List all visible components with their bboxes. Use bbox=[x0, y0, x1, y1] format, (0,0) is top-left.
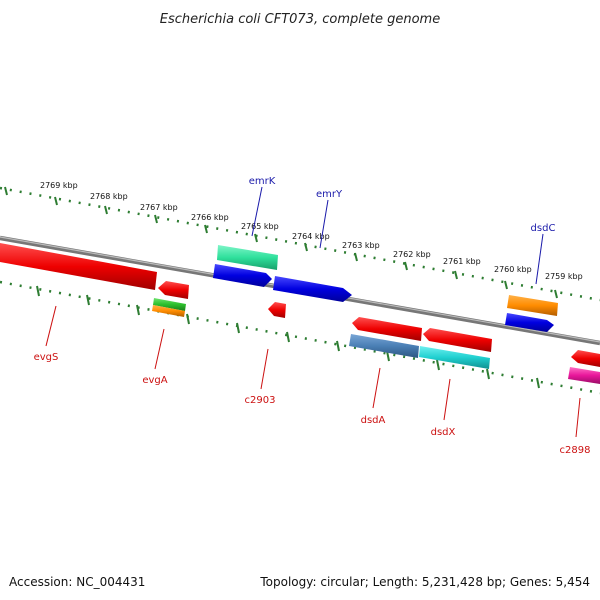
gene-c2901[interactable] bbox=[349, 334, 419, 358]
ruler-tick-label: 2762 kbp bbox=[393, 250, 431, 259]
genome-summary-text: Topology: circular; Length: 5,231,428 bp… bbox=[259, 575, 590, 589]
reverse-gene-labels: evgS evgA c2903 dsdA dsdX c2898 bbox=[34, 305, 591, 456]
reverse-genes bbox=[0, 243, 600, 384]
gene-emrY[interactable] bbox=[213, 264, 272, 287]
gene-c2906[interactable] bbox=[153, 298, 186, 311]
ruler-tick-label: 2761 kbp bbox=[443, 257, 481, 266]
label-dsdC[interactable]: dsdC bbox=[531, 223, 556, 234]
label-emrK[interactable]: emrK bbox=[249, 176, 276, 187]
emrY-leader bbox=[319, 199, 329, 249]
lower-ruler bbox=[0, 280, 600, 395]
gene-c2905[interactable] bbox=[152, 305, 185, 317]
ruler-tick-label: 2766 kbp bbox=[191, 213, 229, 222]
ruler-tick-label: 2767 kbp bbox=[140, 203, 178, 212]
emrK-leader bbox=[251, 186, 263, 237]
dsdC-leader bbox=[535, 233, 544, 285]
forward-genes bbox=[213, 245, 558, 332]
ruler-tick-label: 2765 kbp bbox=[241, 222, 279, 231]
label-dsdX[interactable]: dsdX bbox=[431, 427, 456, 438]
accession-text: Accession: NC_004431 bbox=[9, 575, 145, 589]
upper-ruler-dots bbox=[0, 186, 600, 302]
map-title: Escherichia coli CFT073, complete genome bbox=[160, 12, 440, 27]
c2898-leader bbox=[575, 397, 581, 438]
label-c2903[interactable]: c2903 bbox=[245, 395, 276, 406]
gene-evgA[interactable] bbox=[158, 281, 189, 299]
ruler-tick-label: 2769 kbp bbox=[40, 181, 78, 190]
ruler-tick-label: 2764 kbp bbox=[292, 232, 330, 241]
label-dsdA[interactable]: dsdA bbox=[361, 415, 386, 426]
gene-c2898[interactable] bbox=[568, 367, 600, 384]
label-c2898[interactable]: c2898 bbox=[560, 445, 591, 456]
gene-c2904[interactable] bbox=[273, 276, 352, 302]
ruler-tick-label: 2759 kbp bbox=[545, 272, 583, 281]
gene-evgS[interactable] bbox=[0, 243, 157, 290]
dsdA-leader bbox=[372, 367, 381, 409]
gene-emrK[interactable] bbox=[217, 245, 278, 270]
ruler-tick-label: 2760 kbp bbox=[494, 265, 532, 274]
label-evgS[interactable]: evgS bbox=[34, 352, 59, 363]
gene-c2898-upper[interactable] bbox=[571, 350, 600, 367]
gene-dsdC[interactable] bbox=[507, 295, 558, 316]
label-evgA[interactable]: evgA bbox=[142, 375, 167, 386]
evgS-leader bbox=[45, 305, 57, 347]
gene-c2900[interactable] bbox=[419, 346, 490, 369]
upper-ruler-major-ticks bbox=[4, 186, 558, 299]
label-emrY[interactable]: emrY bbox=[316, 189, 343, 200]
ruler-tick-label: 2763 kbp bbox=[342, 241, 380, 250]
c2903-leader bbox=[260, 348, 269, 390]
evgA-leader bbox=[154, 328, 165, 370]
gene-dsdA[interactable] bbox=[352, 317, 422, 341]
gene-dsdX-upper[interactable] bbox=[423, 328, 492, 352]
lower-ruler-dots bbox=[0, 280, 600, 395]
gene-c2899[interactable] bbox=[505, 313, 554, 332]
gene-c2903[interactable] bbox=[268, 302, 286, 318]
lower-ruler-major-ticks bbox=[36, 285, 540, 389]
dsdX-leader bbox=[443, 378, 451, 421]
upper-ruler: 2769 kbp 2768 kbp 2767 kbp 2766 kbp 2765… bbox=[0, 181, 600, 302]
ruler-tick-label: 2768 kbp bbox=[90, 192, 128, 201]
forward-gene-labels: emrK emrY dsdC bbox=[249, 176, 556, 285]
